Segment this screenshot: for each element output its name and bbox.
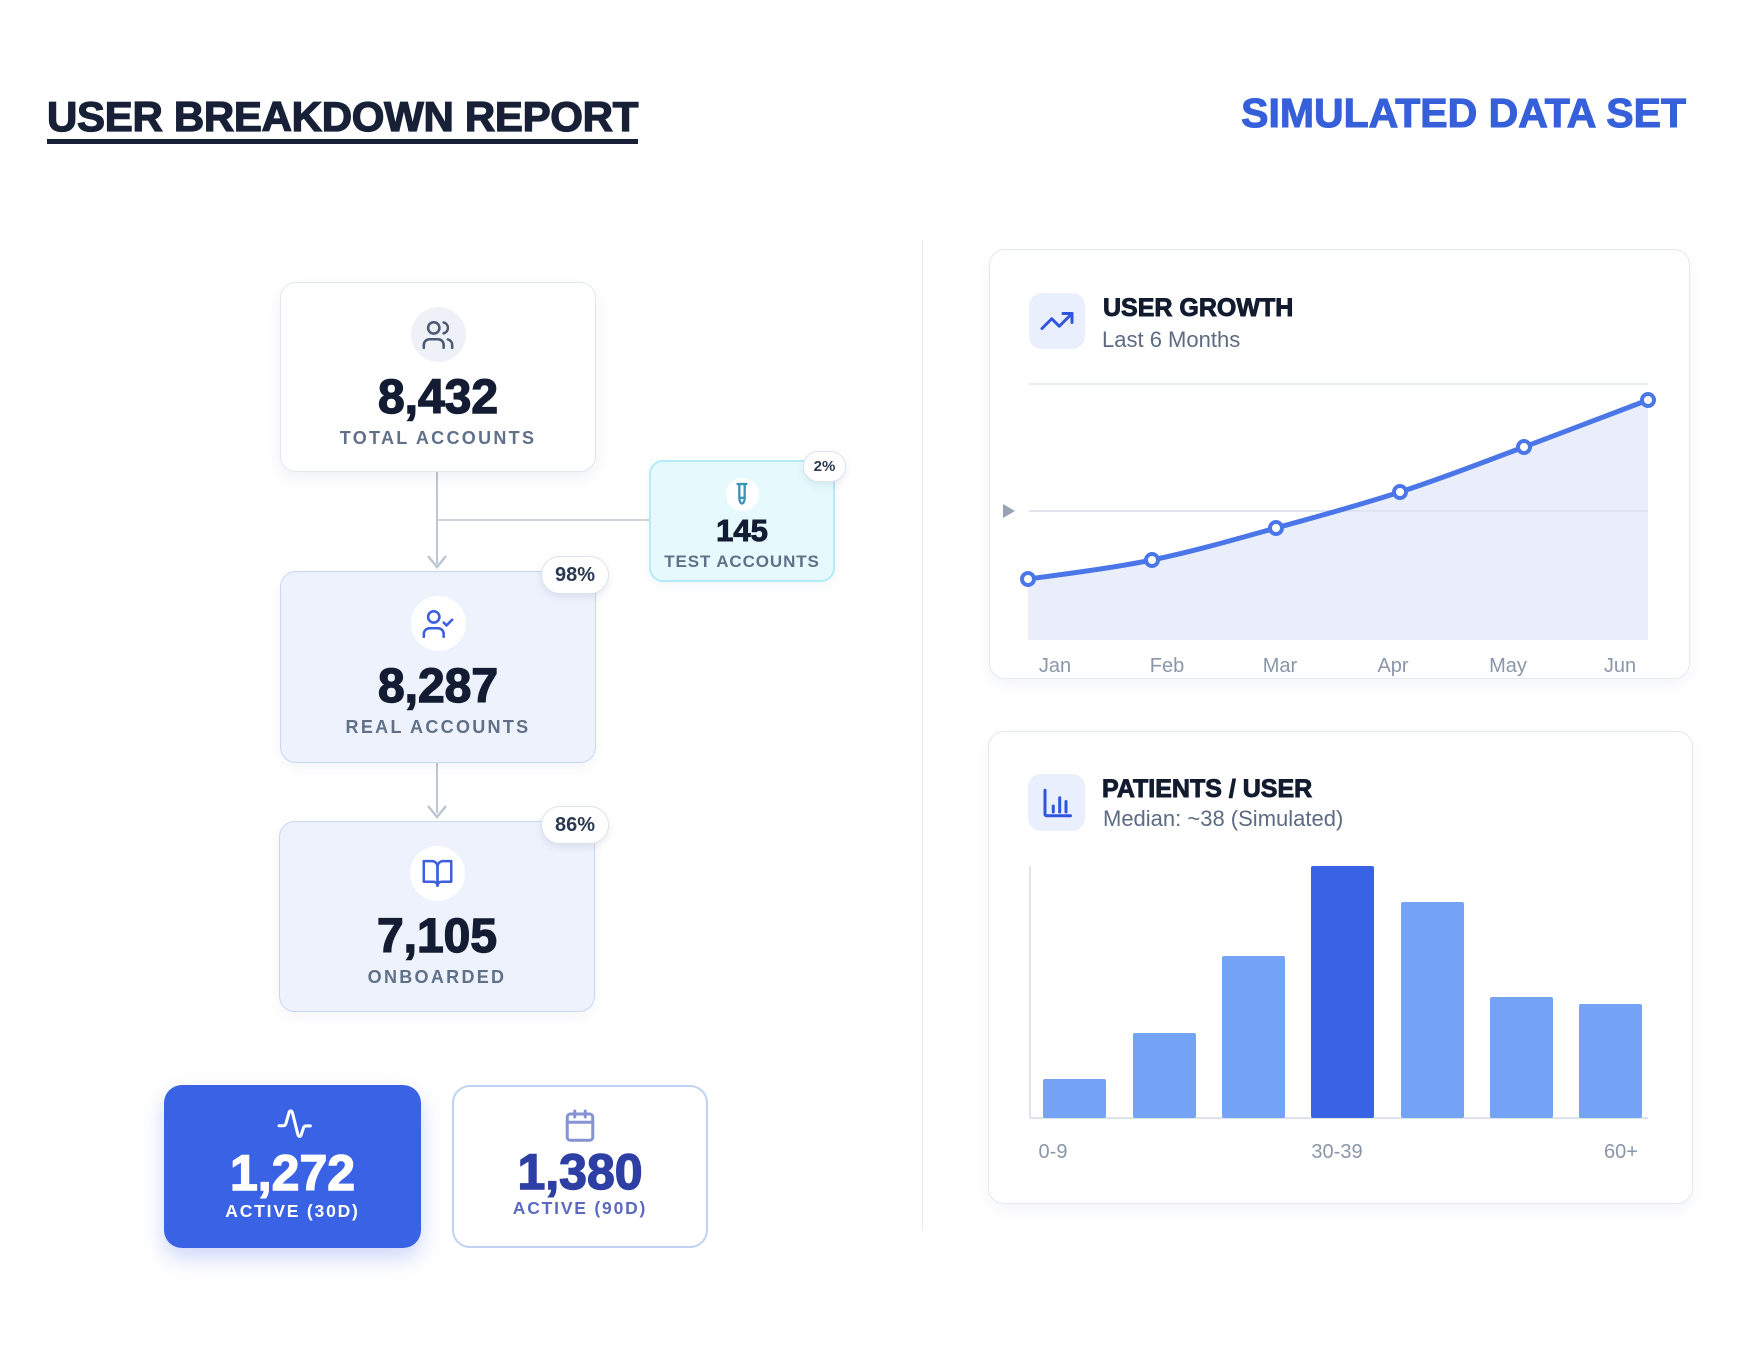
svg-text:30-39: 30-39	[1311, 1141, 1362, 1163]
svg-text:May: May	[1489, 655, 1527, 677]
svg-text:Apr: Apr	[1377, 655, 1408, 677]
svg-text:Feb: Feb	[1150, 655, 1184, 677]
svg-text:60+: 60+	[1604, 1141, 1638, 1163]
svg-text:Jun: Jun	[1604, 655, 1636, 677]
svg-text:Mar: Mar	[1263, 655, 1298, 677]
svg-text:0-9: 0-9	[1039, 1141, 1068, 1163]
svg-text:Jan: Jan	[1039, 655, 1071, 677]
